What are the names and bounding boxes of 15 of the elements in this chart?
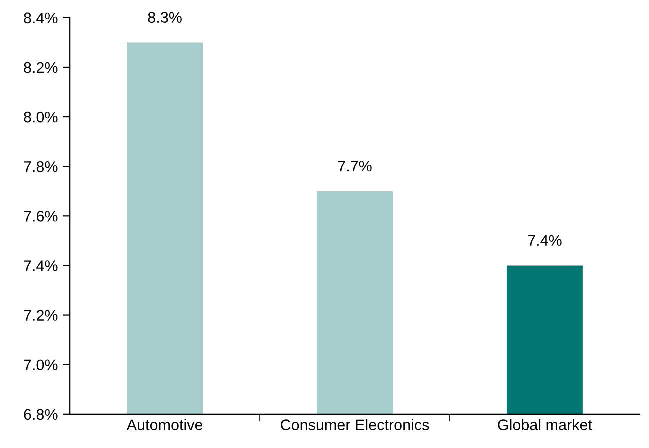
y-tick-label: 7.6% bbox=[24, 211, 58, 222]
data-label: 8.3% bbox=[148, 12, 182, 24]
y-tick-label: 8.0% bbox=[24, 112, 58, 123]
y-tick-label: 7.8% bbox=[24, 161, 58, 172]
y-tick-label: 7.0% bbox=[24, 360, 58, 371]
x-tick-label: Consumer Electronics bbox=[281, 419, 430, 430]
y-tick-label: 8.4% bbox=[24, 12, 58, 24]
data-label: 7.4% bbox=[528, 235, 562, 246]
y-tick-label: 7.4% bbox=[24, 260, 58, 272]
data-label: 7.7% bbox=[338, 160, 372, 172]
y-tick-label: 7.2% bbox=[24, 310, 58, 321]
x-tick-label: Global market bbox=[498, 419, 592, 430]
y-tick-label: 6.8% bbox=[24, 409, 58, 420]
y-tick-label: 8.2% bbox=[24, 62, 58, 74]
x-tick-label: Automotive bbox=[126, 419, 203, 430]
